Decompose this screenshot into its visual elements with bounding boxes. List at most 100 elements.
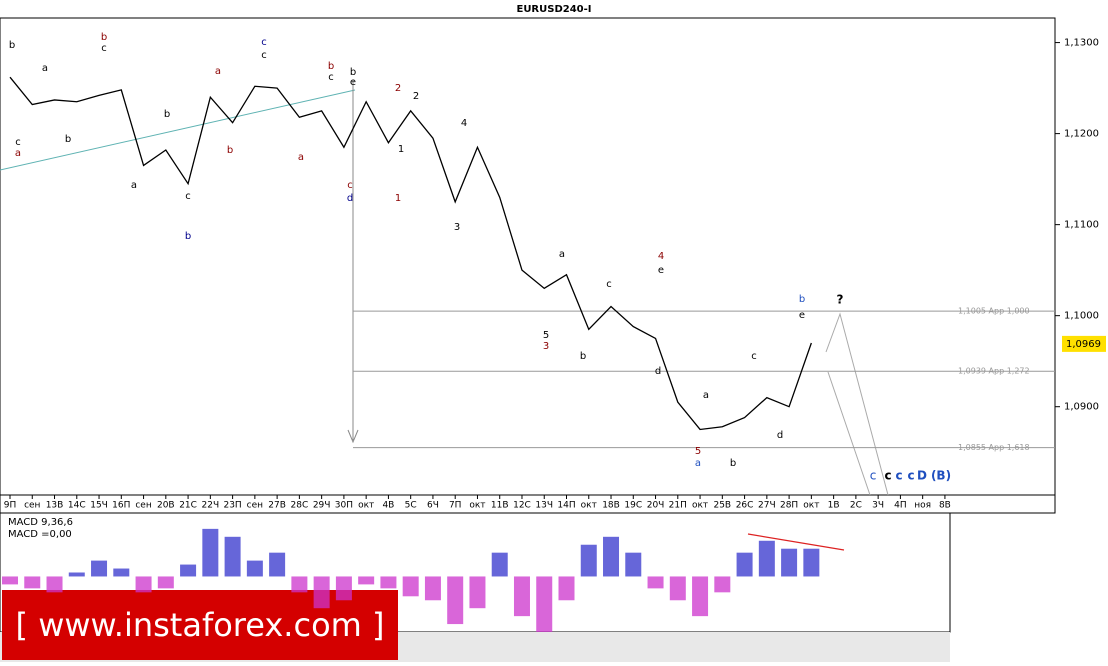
macd-bar (202, 528, 219, 577)
y-tick-label: 1,1100 (1064, 220, 1099, 231)
watermark: [ www.instaforex.com ] (16, 606, 385, 644)
x-tick-label: 8В (939, 501, 951, 511)
x-tick-label: окт (581, 501, 597, 511)
wave-label: c (751, 351, 757, 362)
wave-label: 5 (695, 446, 701, 457)
wave-label: c (15, 137, 21, 148)
x-tick-label: 21С (179, 501, 197, 511)
wave-label: c (907, 469, 914, 483)
wave-label: a (695, 458, 701, 469)
last-price-label: 1,0969 (1066, 339, 1101, 350)
x-tick-label: 3Ч (872, 501, 884, 511)
wave-label: c (606, 279, 612, 290)
wave-label: b (101, 32, 107, 43)
x-tick-label: 7П (449, 501, 462, 511)
wave-label: ? (837, 293, 844, 307)
wave-label: b (227, 145, 233, 156)
macd-bar (736, 552, 753, 577)
wave-label: e (658, 265, 664, 276)
macd-bar (692, 576, 709, 617)
divergence-line (747, 533, 845, 551)
wave-label: c (328, 72, 334, 83)
macd-bar (513, 576, 530, 617)
wave-label: a (298, 152, 304, 163)
macd-bar (669, 576, 686, 601)
x-tick-label: 21П (669, 501, 687, 511)
level-label: 1,0855 App 1,618 (958, 443, 1030, 452)
y-tick-label: 1,0900 (1064, 402, 1099, 413)
macd-bar (580, 544, 597, 577)
x-tick-label: 27Ч (758, 501, 776, 511)
x-tick-label: 14С (68, 501, 86, 511)
wave-label: c (870, 469, 877, 483)
x-tick-label: 15Ч (90, 501, 108, 511)
y-tick-label: 1,1200 (1064, 129, 1099, 140)
wave-label: b (185, 231, 191, 242)
watermark-box (2, 590, 398, 660)
macd-bar (803, 548, 820, 577)
wave-label: b (9, 40, 15, 51)
x-tick-label: окт (803, 501, 819, 511)
macd-bar (714, 576, 731, 593)
wave-label: 5 (543, 330, 549, 341)
wave-label: b (328, 61, 334, 72)
wave-label: c (347, 180, 353, 191)
x-tick-label: 4В (382, 501, 394, 511)
wave-label: 4 (461, 118, 467, 129)
wave-label: a (559, 249, 565, 260)
x-tick-label: сен (247, 501, 263, 511)
y-tick-label: 1,1000 (1064, 311, 1099, 322)
macd-bar (469, 576, 486, 609)
macd-bar (380, 576, 397, 589)
x-tick-label: 20Ч (647, 501, 665, 511)
macd-bar (603, 536, 620, 577)
macd-bar (335, 576, 352, 601)
macd-bar (113, 568, 130, 577)
price-line (9, 76, 812, 431)
x-tick-label: окт (469, 501, 485, 511)
wave-label: a (15, 148, 21, 159)
x-tick-label: 26С (736, 501, 754, 511)
macd-bar (447, 576, 464, 625)
wave-label: 3 (543, 341, 549, 352)
macd-bar (91, 560, 108, 577)
wave-label: c (895, 469, 902, 483)
wave-label: a (215, 66, 221, 77)
macd-bar (135, 576, 152, 593)
x-tick-label: 27В (268, 501, 286, 511)
macd-bar (157, 576, 174, 589)
wave-label: e (350, 77, 356, 88)
macd-value: MACD =0,00 (8, 529, 72, 540)
wave-label: 4 (658, 251, 664, 262)
macd-bar (536, 576, 553, 632)
wave-label: 2 (395, 83, 401, 94)
macd-bar (224, 536, 241, 577)
last-price-box (1062, 335, 1106, 352)
wave-label: b (164, 109, 170, 120)
level-label: 1,0939 App 1,272 (958, 367, 1030, 376)
wave-label: c (261, 37, 267, 48)
x-tick-label: 16П (112, 501, 130, 511)
x-tick-label: 4П (894, 501, 907, 511)
macd-bar (180, 564, 197, 577)
macd-bar (625, 552, 642, 577)
macd-bar (491, 552, 508, 577)
wave-label: D (917, 469, 927, 483)
wave-label: b (65, 134, 71, 145)
wave-label: c (884, 469, 891, 483)
wave-label: a (42, 63, 48, 74)
x-tick-label: 5С (405, 501, 417, 511)
macd-bar (46, 576, 63, 593)
wave-label: c (261, 50, 267, 61)
wave-label: 2 (413, 91, 419, 102)
wave-label: c (101, 43, 107, 54)
arrow-head (347, 429, 359, 444)
x-tick-label: сен (135, 501, 151, 511)
x-tick-label: 11В (491, 501, 509, 511)
x-tick-label: 13В (46, 501, 64, 511)
macd-bar (358, 576, 375, 585)
macd-bar (558, 576, 575, 601)
wave-label: b (580, 351, 586, 362)
x-tick-label: 6Ч (427, 501, 439, 511)
wave-label: 3 (454, 222, 460, 233)
